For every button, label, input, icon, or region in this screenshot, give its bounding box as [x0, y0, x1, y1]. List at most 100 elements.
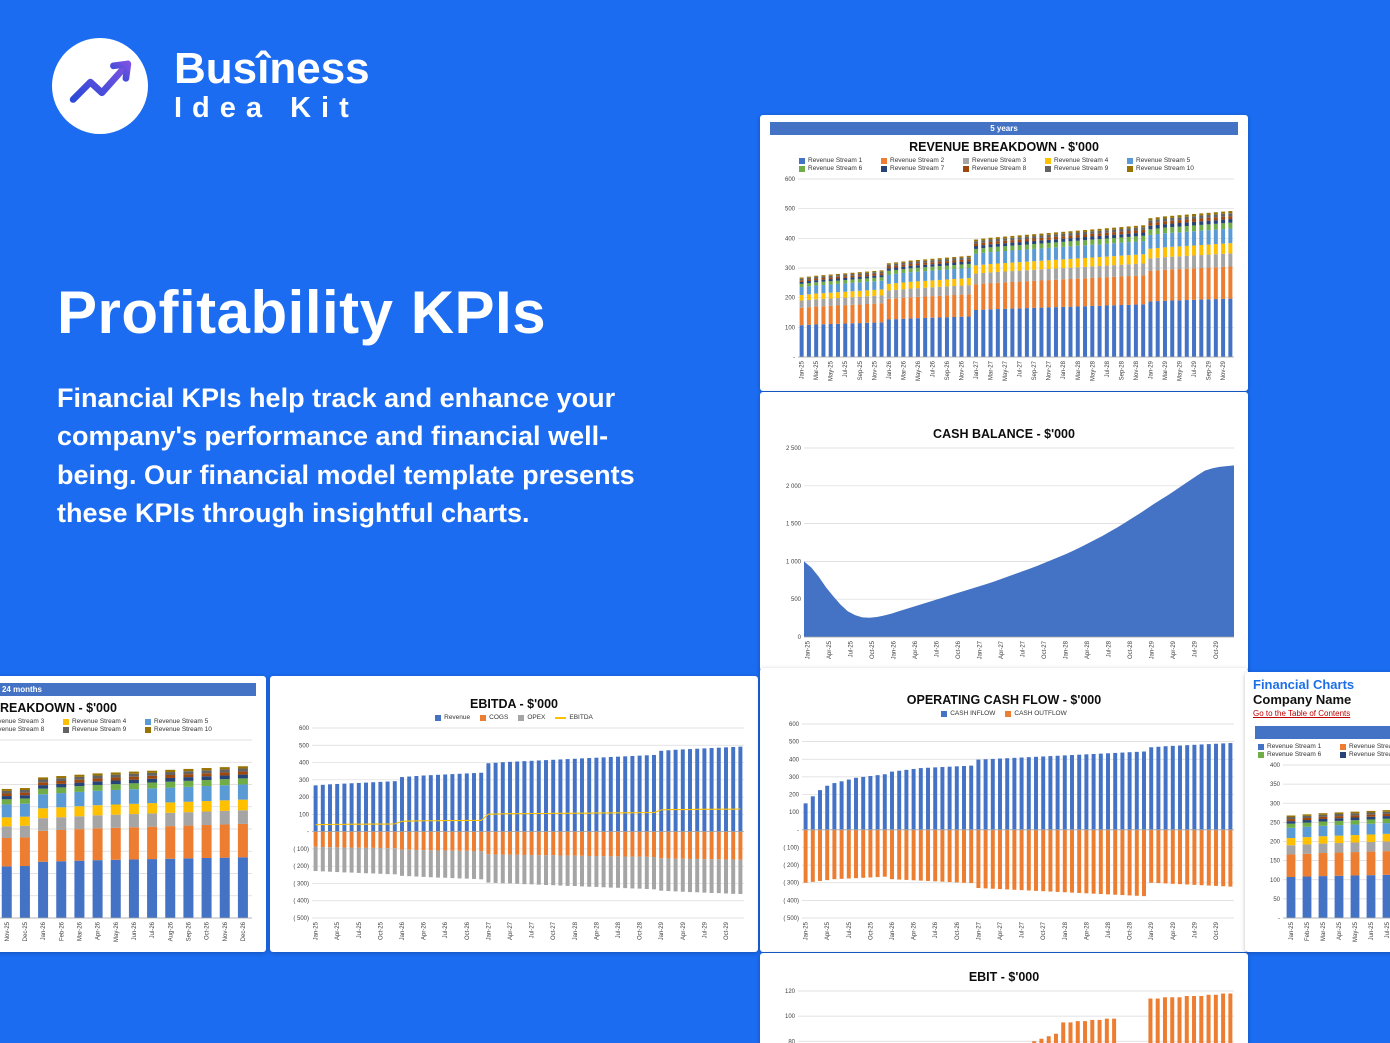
- legend-swatch: [435, 714, 442, 721]
- svg-text:Jan-26: Jan-26: [887, 360, 893, 379]
- svg-text:Jan-28: Jan-28: [1063, 921, 1069, 940]
- svg-text:Jul-26: Jul-26: [150, 921, 156, 938]
- chart-title: EBIT - $'000: [968, 970, 1040, 984]
- svg-text:-: -: [307, 830, 309, 836]
- chart-canvas: 2 500 2 000 1 500 1 000 500 0 Jan-25 Apr-25 Jul-…: [786, 446, 1234, 659]
- chart-canvas: 12010080604020-( 20)( 40)Jan-25Apr-25Jul…: [785, 989, 1234, 1043]
- svg-text:Jul-25: Jul-25: [357, 921, 363, 938]
- svg-text:-: -: [797, 828, 799, 834]
- svg-text:100: 100: [299, 812, 310, 818]
- svg-text:( 200): ( 200): [783, 863, 799, 869]
- svg-text:Jan-29: Jan-29: [659, 921, 665, 940]
- svg-text:Nov-26: Nov-26: [960, 360, 966, 380]
- chart-plot: 12010080604020-( 20)( 40)Jan-25Apr-25Jul…: [768, 986, 1240, 1043]
- legend-swatch: [941, 710, 948, 717]
- legend-item: Revenue Stream 9: [63, 726, 145, 733]
- chart-plot: 600 500 400 300 200 100 - ( 100) ( 200) ( 300) ( 4…: [278, 723, 750, 946]
- svg-text:Oct-28: Oct-28: [1128, 640, 1134, 659]
- legend-swatch: [1340, 751, 1346, 758]
- svg-text:Jul-26: Jul-26: [443, 921, 449, 938]
- svg-text:-: -: [1278, 916, 1280, 922]
- svg-text:Apr-28: Apr-28: [1085, 640, 1091, 659]
- svg-text:Apr-27: Apr-27: [508, 921, 514, 940]
- svg-text:500: 500: [299, 743, 310, 749]
- svg-text:Jan-27: Jan-27: [486, 921, 492, 940]
- svg-text:Jul-28: Jul-28: [1105, 360, 1111, 377]
- svg-text:Jan-26: Jan-26: [892, 640, 898, 659]
- chart-title: CASH BALANCE - $'000: [933, 427, 1075, 441]
- svg-text:May-26: May-26: [916, 360, 922, 381]
- svg-text:Jan-28: Jan-28: [1064, 640, 1070, 659]
- svg-text:Jul-29: Jul-29: [702, 921, 708, 938]
- svg-text:50: 50: [1273, 897, 1280, 903]
- svg-text:Oct-28: Oct-28: [638, 921, 644, 940]
- svg-text:Oct-26: Oct-26: [956, 640, 962, 659]
- page-title: Profitability KPIs: [57, 279, 547, 347]
- card-operating-cash-flow: OPERATING CASH FLOW - $'000 CASH INFLOW C…: [760, 668, 1248, 952]
- svg-text:Nov-25: Nov-25: [5, 921, 11, 941]
- svg-text:Jul-28: Jul-28: [1106, 921, 1112, 938]
- svg-text:200: 200: [789, 793, 800, 799]
- svg-text:Apr-26: Apr-26: [913, 640, 919, 659]
- svg-text:Jan-29: Jan-29: [1148, 360, 1154, 379]
- svg-text:Jul-25: Jul-25: [847, 921, 853, 938]
- period-chip: [1255, 726, 1390, 739]
- svg-text:120: 120: [785, 989, 796, 995]
- svg-text:Apr-26: Apr-26: [912, 921, 918, 940]
- svg-text:Apr-26: Apr-26: [96, 921, 102, 940]
- legend-swatch: [1127, 165, 1133, 172]
- svg-text:Apr-28: Apr-28: [594, 921, 600, 940]
- svg-text:Mar-28: Mar-28: [1076, 360, 1082, 380]
- legend-swatch: [1258, 751, 1264, 758]
- svg-text:Jun-25: Jun-25: [1369, 921, 1375, 940]
- legend-item: CASH INFLOW: [941, 710, 995, 717]
- svg-text:Oct-25: Oct-25: [378, 921, 384, 940]
- svg-text:Jul-29: Jul-29: [1192, 360, 1198, 377]
- svg-text:Oct-26: Oct-26: [465, 921, 471, 940]
- svg-text:Mar-29: Mar-29: [1163, 360, 1169, 380]
- svg-text:400: 400: [1270, 763, 1281, 769]
- svg-text:May-26: May-26: [114, 921, 120, 942]
- legend-swatch: [145, 718, 151, 725]
- legend-swatch: [1005, 710, 1012, 717]
- svg-text:May-25: May-25: [829, 360, 835, 381]
- svg-text:Jan-25: Jan-25: [800, 360, 806, 379]
- svg-text:600: 600: [785, 177, 796, 183]
- svg-text:Mar-27: Mar-27: [989, 360, 995, 380]
- legend-item: COGS: [480, 714, 508, 721]
- svg-text:Sep-26: Sep-26: [186, 921, 192, 941]
- chart-title: REVENUE BREAKDOWN - $'000: [0, 701, 117, 715]
- legend-item: Revenue Stream 9: [1045, 165, 1127, 172]
- svg-text:Apr-29: Apr-29: [681, 921, 687, 940]
- svg-text:Nov-25: Nov-25: [872, 360, 878, 380]
- svg-text:Sep-27: Sep-27: [1032, 360, 1038, 380]
- svg-text:2 500: 2 500: [786, 446, 802, 452]
- svg-text:Oct-26: Oct-26: [205, 921, 211, 940]
- svg-text:Oct-27: Oct-27: [1042, 640, 1048, 659]
- svg-text:Jul-28: Jul-28: [1107, 640, 1113, 657]
- legend-item: Revenue Stream 5: [145, 718, 227, 725]
- legend-item: Revenue Stream 7: [881, 165, 963, 172]
- svg-text:Jul-25: Jul-25: [1385, 921, 1390, 938]
- card-revenue-breakdown-5y: 5 years REVENUE BREAKDOWN - $'000 Revenu…: [760, 115, 1248, 391]
- svg-text:600: 600: [789, 722, 800, 728]
- legend-swatch: [1340, 743, 1346, 750]
- svg-text:Jan-29: Jan-29: [1149, 921, 1155, 940]
- svg-text:( 400): ( 400): [783, 898, 799, 904]
- svg-text:Jan-27: Jan-27: [976, 921, 982, 940]
- svg-text:Aug-26: Aug-26: [168, 921, 174, 941]
- brand-name-line2: Idea Kit: [174, 91, 359, 124]
- svg-text:Dec-26: Dec-26: [241, 921, 247, 941]
- svg-text:2 000: 2 000: [786, 484, 802, 490]
- legend-item: Revenue Stream 8: [963, 165, 1045, 172]
- svg-text:Oct-25: Oct-25: [868, 921, 874, 940]
- svg-text:500: 500: [791, 597, 802, 603]
- legend-swatch: [555, 716, 567, 719]
- table-of-contents-link[interactable]: Go to the Table of Contents: [1253, 709, 1351, 718]
- svg-text:Apr-25: Apr-25: [1337, 921, 1343, 940]
- legend-item: Revenue Stream 1: [799, 157, 881, 164]
- svg-text:Mar-26: Mar-26: [77, 921, 83, 941]
- svg-text:Jul-29: Jul-29: [1192, 921, 1198, 938]
- chart-canvas: 600 500 400 300 200 100 - ( 100) ( 200) ( 300) ( 4…: [293, 726, 744, 940]
